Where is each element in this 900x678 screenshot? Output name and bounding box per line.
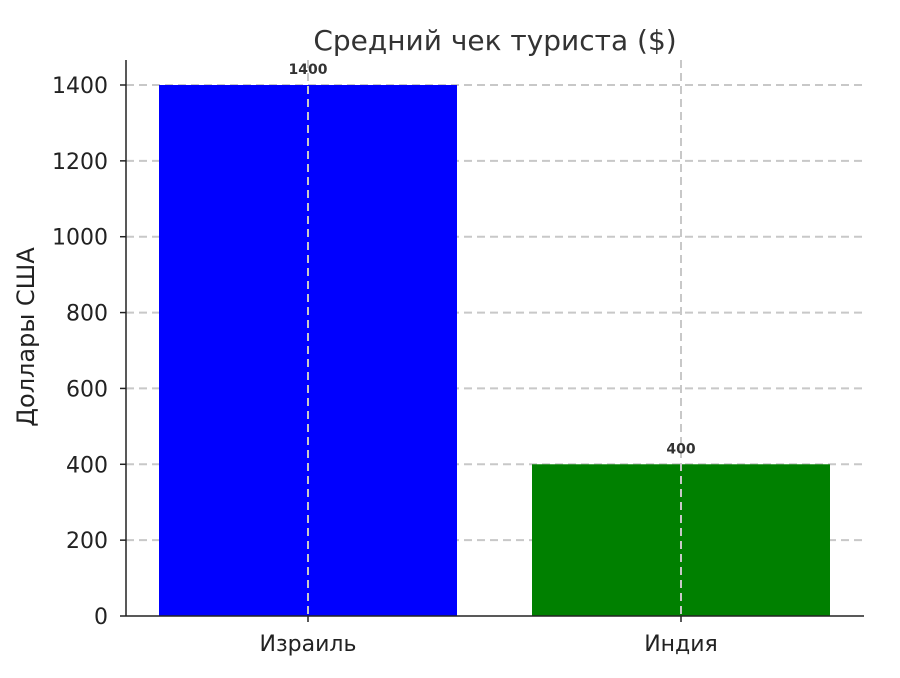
data-labels: 1400 400: [289, 62, 696, 457]
y-tick-label: 0: [94, 605, 108, 630]
y-tick-label: 800: [66, 302, 108, 327]
x-tick-labels: Израиль Индия: [260, 616, 718, 657]
data-label: 1400: [289, 62, 328, 78]
chart-title: Средний чек туриста ($): [313, 24, 676, 57]
axes: [125, 60, 864, 617]
x-tick-label: Израиль: [260, 632, 357, 657]
y-tick-label: 1400: [52, 74, 108, 99]
bars: [159, 85, 830, 616]
vertical-gridlines: [307, 60, 682, 616]
y-tick-label: 1000: [52, 226, 108, 251]
y-tick-labels: 0 200 400 600 800 1000 1200 1400: [52, 74, 126, 630]
y-tick-label: 600: [66, 377, 108, 402]
y-tick-label: 1200: [52, 150, 108, 175]
y-tick-label: 200: [66, 529, 108, 554]
x-tick-label: Индия: [644, 632, 718, 657]
data-label: 400: [666, 441, 695, 457]
y-tick-label: 400: [66, 453, 108, 478]
y-axis-label: Доллары США: [12, 247, 40, 427]
